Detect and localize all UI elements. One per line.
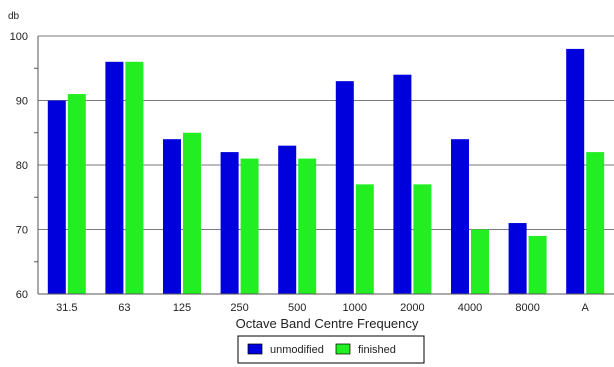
x-tick-label-500: 500: [288, 302, 306, 314]
grid-lines: [38, 35, 614, 295]
bar-unmodified-A: [566, 48, 585, 295]
bar-finished-8000: [528, 235, 547, 294]
legend-label-unmodified: unmodified: [270, 344, 324, 356]
x-tick-label-31.5: 31.5: [56, 302, 77, 314]
bar-unmodified-250: [220, 152, 239, 294]
x-tick-label-8000: 8000: [515, 302, 539, 314]
y-tick-label-100: 100: [10, 31, 28, 43]
x-tick-label-63: 63: [118, 302, 130, 314]
bar-finished-31.5: [67, 94, 86, 294]
y-tick-label-80: 80: [16, 160, 28, 172]
legend: unmodified finished: [237, 335, 425, 364]
legend-swatch-unmodified: [247, 343, 263, 355]
legend-swatch-finished: [335, 343, 351, 355]
y-tick-label-60: 60: [16, 289, 28, 301]
bar-finished-63: [125, 61, 144, 294]
y-tick-label-70: 70: [16, 225, 28, 237]
x-tick-label-1000: 1000: [343, 302, 367, 314]
bar-finished-125: [183, 132, 201, 294]
bar-unmodified-63: [105, 61, 124, 294]
y-tick-label-90: 90: [16, 96, 28, 108]
bar-finished-1000: [355, 184, 374, 294]
axes-group: [34, 36, 614, 295]
x-tick-label-125: 125: [173, 302, 191, 314]
bar-unmodified-2000: [393, 74, 412, 294]
bar-unmodified-31.5: [47, 100, 66, 294]
legend-box: [237, 335, 425, 364]
y-axis-unit-label: db: [8, 11, 20, 22]
x-tick-label-2000: 2000: [400, 302, 424, 314]
bar-finished-2000: [413, 184, 432, 294]
bar-finished-250: [240, 158, 259, 294]
legend-label-finished: finished: [358, 344, 396, 356]
bar-finished-A: [586, 152, 605, 294]
x-tick-label-250: 250: [230, 302, 248, 314]
x-axis-title: Octave Band Centre Frequency: [236, 316, 419, 331]
bar-finished-500: [298, 158, 317, 294]
bar-unmodified-500: [278, 145, 297, 294]
x-tick-label-4000: 4000: [458, 302, 482, 314]
bars-group: [47, 48, 605, 295]
bar-unmodified-4000: [451, 139, 469, 294]
x-tick-label-A: A: [582, 302, 590, 314]
bar-unmodified-1000: [335, 81, 354, 295]
bar-unmodified-8000: [508, 223, 527, 294]
tick-labels-group: 60 70 80 90 100 31.5 63 125 250 500 1000 2000 4000 80…: [10, 31, 590, 314]
bar-finished-4000: [471, 229, 489, 294]
bar-unmodified-125: [163, 139, 181, 294]
